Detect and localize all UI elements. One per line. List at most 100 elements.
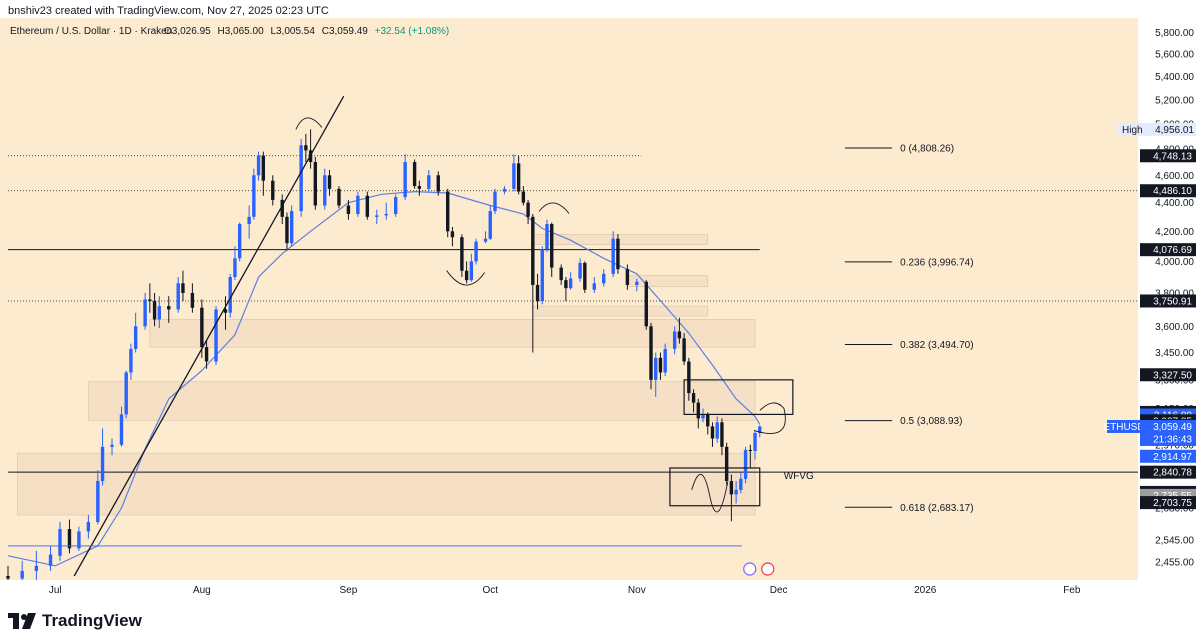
candle[interactable] bbox=[143, 292, 147, 330]
candle[interactable] bbox=[124, 370, 128, 419]
candle[interactable] bbox=[663, 343, 667, 377]
candle[interactable] bbox=[34, 550, 39, 582]
candle[interactable] bbox=[658, 352, 663, 380]
candle[interactable] bbox=[715, 416, 719, 443]
candle[interactable] bbox=[214, 306, 218, 366]
candle[interactable] bbox=[696, 398, 700, 429]
candle[interactable] bbox=[280, 194, 284, 225]
candle[interactable] bbox=[77, 526, 81, 551]
candle[interactable] bbox=[545, 219, 549, 253]
candle[interactable] bbox=[181, 270, 185, 302]
candle[interactable] bbox=[289, 205, 294, 247]
candle[interactable] bbox=[701, 408, 705, 423]
candle[interactable] bbox=[285, 212, 289, 251]
candle[interactable] bbox=[337, 186, 341, 209]
candle[interactable] bbox=[323, 168, 327, 210]
candle[interactable] bbox=[375, 209, 379, 225]
candle[interactable] bbox=[157, 296, 161, 328]
candle[interactable] bbox=[564, 276, 568, 302]
candle[interactable] bbox=[393, 194, 398, 217]
candle[interactable] bbox=[247, 205, 251, 239]
candle[interactable] bbox=[417, 180, 422, 196]
candle[interactable] bbox=[734, 481, 738, 504]
candle[interactable] bbox=[464, 261, 469, 284]
candle[interactable] bbox=[204, 340, 209, 369]
tradingview-logo[interactable]: TradingView bbox=[8, 610, 142, 632]
candle[interactable] bbox=[129, 343, 133, 380]
candle[interactable] bbox=[86, 514, 91, 539]
candle[interactable] bbox=[526, 199, 530, 225]
candle[interactable] bbox=[743, 446, 748, 484]
candle[interactable] bbox=[602, 269, 606, 287]
candle[interactable] bbox=[691, 389, 696, 413]
candle[interactable] bbox=[521, 186, 526, 206]
candle[interactable] bbox=[256, 151, 261, 181]
candle[interactable] bbox=[327, 169, 332, 196]
candle[interactable] bbox=[474, 238, 478, 265]
candle[interactable] bbox=[535, 273, 540, 310]
candle[interactable] bbox=[616, 234, 620, 274]
candle[interactable] bbox=[611, 231, 615, 277]
candles-layer[interactable] bbox=[6, 129, 762, 595]
candle[interactable] bbox=[446, 188, 450, 238]
candle[interactable] bbox=[133, 312, 138, 353]
candle[interactable] bbox=[583, 261, 587, 293]
candle[interactable] bbox=[516, 155, 521, 195]
candle[interactable] bbox=[488, 205, 492, 241]
candle[interactable] bbox=[724, 442, 729, 486]
candle[interactable] bbox=[365, 191, 370, 220]
candle[interactable] bbox=[540, 246, 544, 305]
candle[interactable] bbox=[427, 169, 431, 192]
candle[interactable] bbox=[729, 474, 734, 522]
candle[interactable] bbox=[110, 438, 114, 456]
candle[interactable] bbox=[550, 222, 554, 277]
candle[interactable] bbox=[48, 545, 53, 571]
candle[interactable] bbox=[237, 222, 242, 262]
candle[interactable] bbox=[493, 188, 497, 214]
candle[interactable] bbox=[559, 264, 563, 285]
candle[interactable] bbox=[190, 283, 195, 313]
candle[interactable] bbox=[578, 258, 582, 282]
candle[interactable] bbox=[649, 322, 653, 390]
candle[interactable] bbox=[346, 199, 351, 220]
candle[interactable] bbox=[96, 470, 100, 525]
candle[interactable] bbox=[271, 175, 275, 206]
candle[interactable] bbox=[758, 425, 762, 438]
candle[interactable] bbox=[261, 151, 266, 196]
candle[interactable] bbox=[592, 276, 596, 293]
candle[interactable] bbox=[119, 406, 124, 447]
candle[interactable] bbox=[677, 317, 682, 344]
candle[interactable] bbox=[58, 521, 62, 561]
candle[interactable] bbox=[502, 186, 507, 195]
candle[interactable] bbox=[67, 519, 72, 554]
candle[interactable] bbox=[436, 171, 440, 196]
candle[interactable] bbox=[152, 292, 157, 327]
candle[interactable] bbox=[706, 412, 710, 435]
candle[interactable] bbox=[483, 231, 488, 244]
candle[interactable] bbox=[531, 213, 535, 353]
candle[interactable] bbox=[299, 138, 303, 217]
candle[interactable] bbox=[450, 226, 455, 247]
candle[interactable] bbox=[512, 154, 516, 192]
candle[interactable] bbox=[313, 156, 318, 210]
candle[interactable] bbox=[625, 264, 630, 290]
candle[interactable] bbox=[304, 133, 308, 163]
candle[interactable] bbox=[720, 418, 724, 456]
candle[interactable] bbox=[682, 333, 686, 366]
candle[interactable] bbox=[228, 273, 232, 318]
candle[interactable] bbox=[223, 296, 228, 330]
price-chart[interactable]: 0 (4,808.26) 0.236 (3,996.74) 0.382 (3,494… bbox=[0, 18, 1200, 600]
candle[interactable] bbox=[644, 280, 648, 330]
candle[interactable] bbox=[356, 191, 360, 217]
candle[interactable] bbox=[469, 253, 474, 282]
candle[interactable] bbox=[148, 283, 152, 313]
candle[interactable] bbox=[412, 159, 417, 189]
candle[interactable] bbox=[176, 276, 180, 313]
candle[interactable] bbox=[167, 296, 171, 323]
candle[interactable] bbox=[739, 472, 743, 494]
candle[interactable] bbox=[252, 168, 256, 220]
candle[interactable] bbox=[384, 202, 388, 220]
candle[interactable] bbox=[460, 234, 464, 277]
candle[interactable] bbox=[654, 352, 658, 397]
candle[interactable] bbox=[748, 444, 753, 468]
